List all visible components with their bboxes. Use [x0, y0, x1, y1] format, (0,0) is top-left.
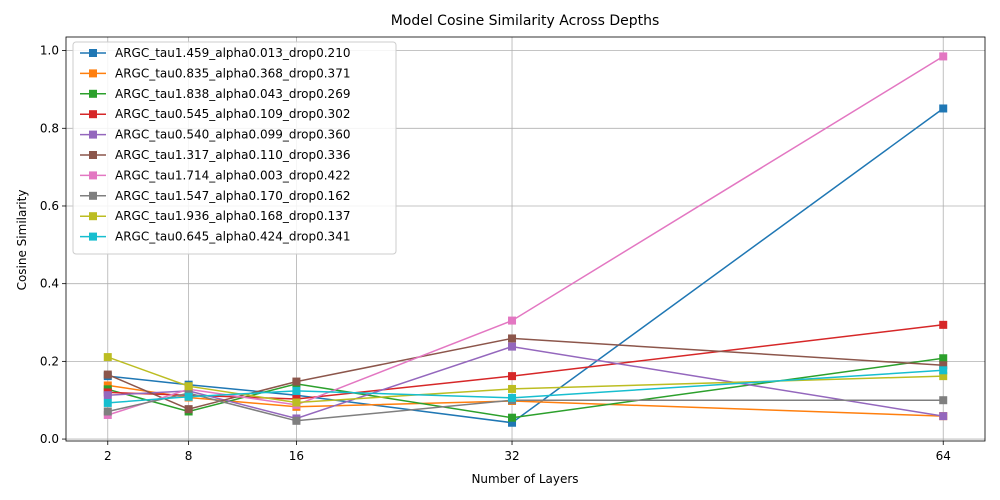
legend-marker — [89, 232, 97, 241]
legend-item: ARGC_tau1.838_alpha0.043_drop0.269 — [80, 87, 350, 101]
data-point — [184, 382, 193, 391]
y-tick-label: 0.2 — [40, 354, 59, 368]
data-point — [103, 370, 112, 379]
axis-ticks: 2 8 16 32 64 0.0 0.2 0.4 0.6 0.8 1.0 — [40, 44, 951, 463]
legend-label: ARGC_tau0.645_alpha0.424_drop0.341 — [115, 230, 350, 244]
data-point — [103, 407, 112, 416]
legend-marker — [89, 212, 97, 221]
y-tick-label: 0.4 — [40, 277, 59, 291]
data-point — [939, 361, 948, 370]
legend-item: ARGC_tau0.835_alpha0.368_drop0.371 — [80, 66, 350, 80]
legend-marker — [89, 89, 97, 98]
legend-item: ARGC_tau1.714_alpha0.003_drop0.422 — [80, 168, 350, 182]
y-tick-label: 0.6 — [40, 199, 59, 213]
legend-box — [72, 41, 397, 255]
legend-item: ARGC_tau1.936_alpha0.168_drop0.137 — [80, 209, 350, 223]
data-point — [939, 104, 948, 113]
data-point — [292, 386, 301, 395]
legend-label: ARGC_tau0.835_alpha0.368_drop0.371 — [115, 66, 350, 80]
legend: ARGC_tau1.459_alpha0.013_drop0.210 ARGC_t… — [72, 41, 397, 255]
data-point — [508, 342, 517, 351]
x-tick-label: 64 — [936, 449, 951, 463]
data-point — [292, 398, 301, 407]
x-tick-label: 32 — [504, 449, 519, 463]
x-tick-label: 8 — [185, 449, 193, 463]
y-tick-label: 1.0 — [40, 44, 59, 58]
legend-label: ARGC_tau1.936_alpha0.168_drop0.137 — [115, 209, 350, 223]
y-axis-label: Cosine Similarity — [15, 190, 29, 291]
legend-label: ARGC_tau1.547_alpha0.170_drop0.162 — [115, 189, 350, 203]
legend-marker — [89, 151, 97, 159]
series-4 — [103, 320, 948, 404]
data-point — [939, 366, 948, 375]
data-point — [508, 334, 517, 343]
legend-label: ARGC_tau1.838_alpha0.043_drop0.269 — [115, 87, 350, 101]
legend-item: ARGC_tau0.545_alpha0.109_drop0.302 — [80, 107, 350, 121]
data-point — [103, 398, 112, 407]
data-point — [508, 418, 517, 427]
x-tick-label: 2 — [104, 449, 112, 463]
data-point — [508, 372, 517, 381]
y-tick-label: 0.8 — [40, 121, 59, 135]
data-point — [292, 377, 301, 386]
legend-item: ARGC_tau1.547_alpha0.170_drop0.162 — [80, 189, 350, 203]
data-point — [508, 393, 517, 402]
legend-marker — [89, 110, 97, 119]
legend-label: ARGC_tau1.714_alpha0.003_drop0.422 — [115, 168, 350, 182]
data-point — [103, 391, 112, 400]
legend-label: ARGC_tau1.317_alpha0.110_drop0.336 — [115, 148, 350, 162]
series-5 — [103, 342, 948, 423]
data-point — [508, 413, 517, 422]
series-10 — [103, 366, 948, 407]
data-point — [939, 320, 948, 329]
legend-item: ARGC_tau1.317_alpha0.110_drop0.336 — [80, 148, 350, 162]
series-9 — [103, 353, 948, 407]
legend-marker — [89, 130, 97, 139]
legend-marker — [89, 191, 97, 200]
data-point — [292, 416, 301, 425]
data-point — [103, 353, 112, 362]
series-lines — [103, 52, 948, 427]
legend-marker — [89, 49, 97, 57]
x-axis-label: Number of Layers — [471, 472, 578, 486]
data-point — [508, 316, 517, 325]
data-point — [939, 396, 948, 405]
x-tick-label: 16 — [289, 449, 304, 463]
legend-marker — [89, 69, 97, 78]
data-point — [939, 372, 948, 381]
legend-label: ARGC_tau0.540_alpha0.099_drop0.360 — [115, 128, 350, 142]
data-point — [939, 354, 948, 363]
legend-item: ARGC_tau0.645_alpha0.424_drop0.341 — [80, 230, 350, 244]
legend-marker — [89, 171, 97, 180]
legend-label: ARGC_tau0.545_alpha0.109_drop0.302 — [115, 107, 350, 121]
legend-item: ARGC_tau0.540_alpha0.099_drop0.360 — [80, 128, 350, 142]
plot-area-frame — [65, 36, 986, 442]
legend-label: ARGC_tau1.459_alpha0.013_drop0.210 — [115, 46, 350, 60]
chart-title: Model Cosine Similarity Across Depths — [391, 13, 660, 29]
data-point — [184, 392, 193, 401]
y-tick-label: 0.0 — [40, 432, 59, 446]
data-point — [939, 412, 948, 421]
legend-item: ARGC_tau1.459_alpha0.013_drop0.210 — [80, 46, 350, 60]
data-point — [508, 384, 517, 393]
data-point — [184, 405, 193, 414]
data-point — [939, 52, 948, 61]
